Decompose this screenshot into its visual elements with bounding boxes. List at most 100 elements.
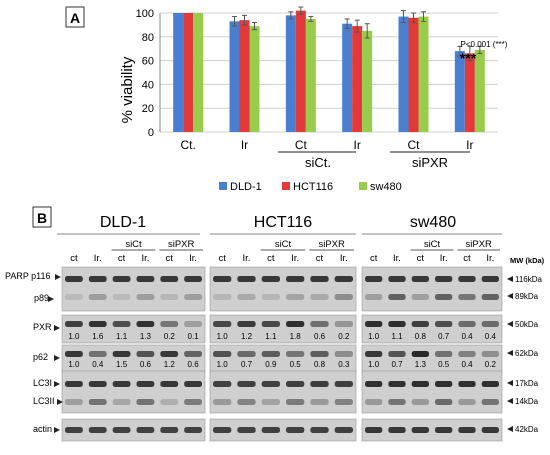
blot-band — [458, 381, 476, 387]
blot-band — [184, 351, 202, 357]
blot-band — [334, 276, 353, 282]
blot-band — [261, 381, 280, 387]
bar — [285, 15, 296, 133]
blot-band — [411, 276, 429, 282]
blot-band — [365, 276, 383, 282]
group-header: siPXR — [168, 239, 195, 250]
blot-band — [112, 399, 131, 405]
arrow-right-icon — [55, 274, 61, 280]
blot-band — [261, 321, 280, 327]
x-tick-label: Ir — [241, 138, 248, 152]
blot-band — [213, 381, 232, 387]
blot-band — [481, 276, 499, 282]
blot-band — [334, 294, 353, 300]
blot-quantification: 1.0 1.6 1.1 1.3 0.2 0.1 1.0 0.4 1.5 0.6 1.2 0.6 1.0 1… — [68, 332, 496, 369]
y-tick-label: 80 — [142, 32, 154, 44]
blot-panel-p62 — [209, 344, 357, 374]
quant-value-pxr: 0.6 — [314, 332, 326, 341]
quant-value-p62: 0.5 — [290, 360, 302, 369]
blot-band — [458, 321, 476, 327]
x-tick-label: Ct. — [180, 138, 195, 152]
blot-band — [213, 399, 232, 405]
bar — [362, 30, 373, 133]
quant-value-p62: 0.8 — [314, 360, 326, 369]
blot-band — [458, 294, 476, 300]
blot-band — [435, 351, 453, 357]
quant-value-pxr: 1.0 — [68, 332, 80, 341]
group-label-sict: siCt. — [305, 155, 331, 170]
blot-band — [310, 399, 329, 405]
blot-panel-actin — [209, 418, 357, 442]
blot-band — [435, 427, 453, 433]
quant-value-p62: 0.7 — [241, 360, 253, 369]
mw-62: 62kDa — [515, 349, 539, 358]
quant-value-p62: 0.5 — [438, 360, 450, 369]
blot-band — [213, 276, 232, 282]
lane-label: Ir. — [189, 253, 197, 264]
blot-panel-parp — [361, 266, 503, 312]
legend-swatch-dld1 — [219, 182, 227, 190]
blot-band — [435, 321, 453, 327]
blot-band — [88, 321, 107, 327]
x-tick-label: Ct — [295, 138, 308, 152]
blot-band — [261, 427, 280, 433]
blot-panel-actin — [61, 418, 206, 442]
mw-89: 89kDa — [515, 292, 539, 301]
blot-band — [160, 294, 179, 300]
blot-band — [365, 294, 383, 300]
blot-band — [65, 276, 83, 282]
blot-band — [388, 399, 406, 405]
blot-band — [388, 427, 406, 433]
blot-band — [184, 399, 202, 405]
arrow-left-icon — [507, 398, 513, 404]
row-label-actin: actin — [33, 424, 52, 434]
blot-band — [310, 294, 329, 300]
group-header: siPXR — [465, 239, 492, 250]
blot-band — [112, 381, 131, 387]
significance-stars: *** — [460, 50, 477, 66]
y-tick-label: 20 — [142, 103, 154, 115]
blot-band — [286, 351, 305, 357]
group-header: siCt — [275, 239, 292, 250]
blot-band — [88, 381, 107, 387]
blot-lane-headers: ct Ir. ct Ir. ct Ir. siCt siPXR ct Ir. ct Ir. ct Ir. s… — [70, 239, 500, 264]
group-header: siCt — [424, 239, 441, 250]
lane-label: ct — [70, 253, 78, 264]
blot-band — [365, 427, 383, 433]
blot-band — [184, 427, 202, 433]
blot-band — [136, 399, 155, 405]
blot-band — [481, 399, 499, 405]
blot-band — [411, 427, 429, 433]
bar — [305, 18, 316, 133]
arrow-left-icon — [507, 276, 513, 282]
blot-band — [286, 427, 305, 433]
y-tick-label: 100 — [136, 8, 154, 20]
bar — [464, 53, 475, 132]
group-label-sipxr: siPXR — [412, 155, 448, 170]
quant-value-pxr: 0.8 — [415, 332, 427, 341]
blot-band — [286, 276, 305, 282]
legend: DLD-1 HCT116 sw480 — [219, 181, 402, 193]
quant-value-pxr: 1.8 — [290, 332, 302, 341]
blot-band — [481, 351, 499, 357]
quant-value-pxr: 1.1 — [116, 332, 128, 341]
x-tick-label: Ir — [353, 138, 360, 152]
bar — [454, 51, 465, 132]
blot-band — [261, 294, 280, 300]
blot-panel-parp — [61, 266, 206, 312]
bar — [408, 17, 419, 132]
blot-band — [184, 276, 202, 282]
blot-band — [286, 381, 305, 387]
blot-band — [213, 427, 232, 433]
blot-band — [286, 294, 305, 300]
blot-band — [237, 399, 256, 405]
group-header: siCt — [125, 239, 142, 250]
blot-band — [136, 427, 155, 433]
row-labels: PARP p116 p89 PXR p62 LC3I LC3II actin — [5, 271, 63, 434]
lane-label: ct — [316, 253, 324, 264]
bar — [173, 13, 184, 132]
quant-value-pxr: 1.6 — [92, 332, 104, 341]
blot-band — [334, 321, 353, 327]
row-label-parp: PARP p116 — [5, 271, 51, 281]
